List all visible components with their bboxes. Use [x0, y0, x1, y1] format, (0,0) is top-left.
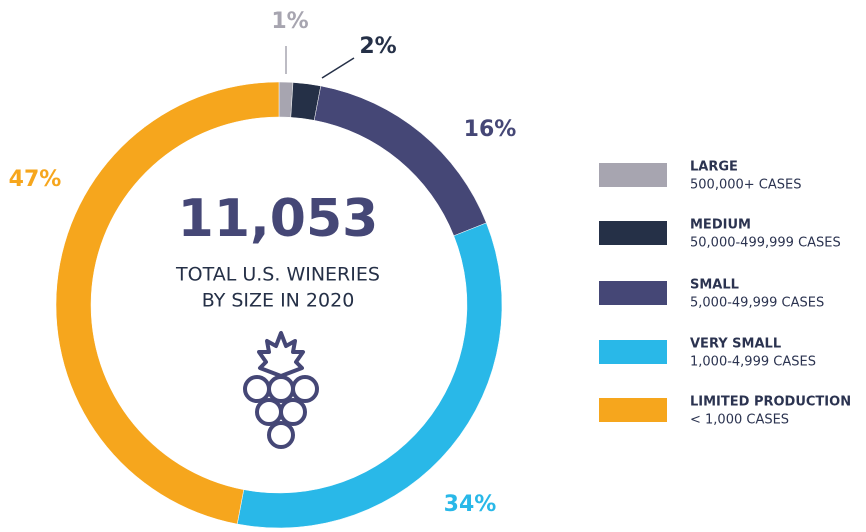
value-label: 47%	[9, 167, 62, 192]
value-label: 34%	[444, 492, 497, 517]
leader-line	[321, 57, 355, 79]
legend-swatch	[599, 163, 667, 187]
center-title: 11,053	[178, 189, 379, 249]
legend-note: 1,000-4,999 CASES	[690, 355, 816, 370]
legend-title: LIMITED PRODUCTION	[690, 395, 851, 410]
value-label: 2%	[359, 34, 396, 59]
legend-note: 500,000+ CASES	[690, 178, 801, 193]
legend-note: 50,000-499,999 CASES	[690, 236, 841, 251]
legend-note: 5,000-49,999 CASES	[690, 296, 824, 311]
value-label: 16%	[464, 117, 517, 142]
donut-segment	[55, 81, 280, 525]
legend-title: LARGE	[690, 160, 738, 175]
legend-swatch	[599, 398, 667, 422]
legend-title: MEDIUM	[690, 218, 751, 233]
legend-swatch	[599, 340, 667, 364]
center-line: TOTAL U.S. WINERIES	[175, 264, 380, 286]
grape-icon	[243, 331, 319, 449]
legend-title: SMALL	[690, 278, 739, 293]
legend-title: VERY SMALL	[690, 337, 781, 352]
value-label: 1%	[271, 9, 308, 34]
legend-swatch	[599, 221, 667, 245]
legend-note: < 1,000 CASES	[690, 413, 789, 428]
legend-swatch	[599, 281, 667, 305]
center-line: BY SIZE IN 2020	[202, 290, 355, 312]
